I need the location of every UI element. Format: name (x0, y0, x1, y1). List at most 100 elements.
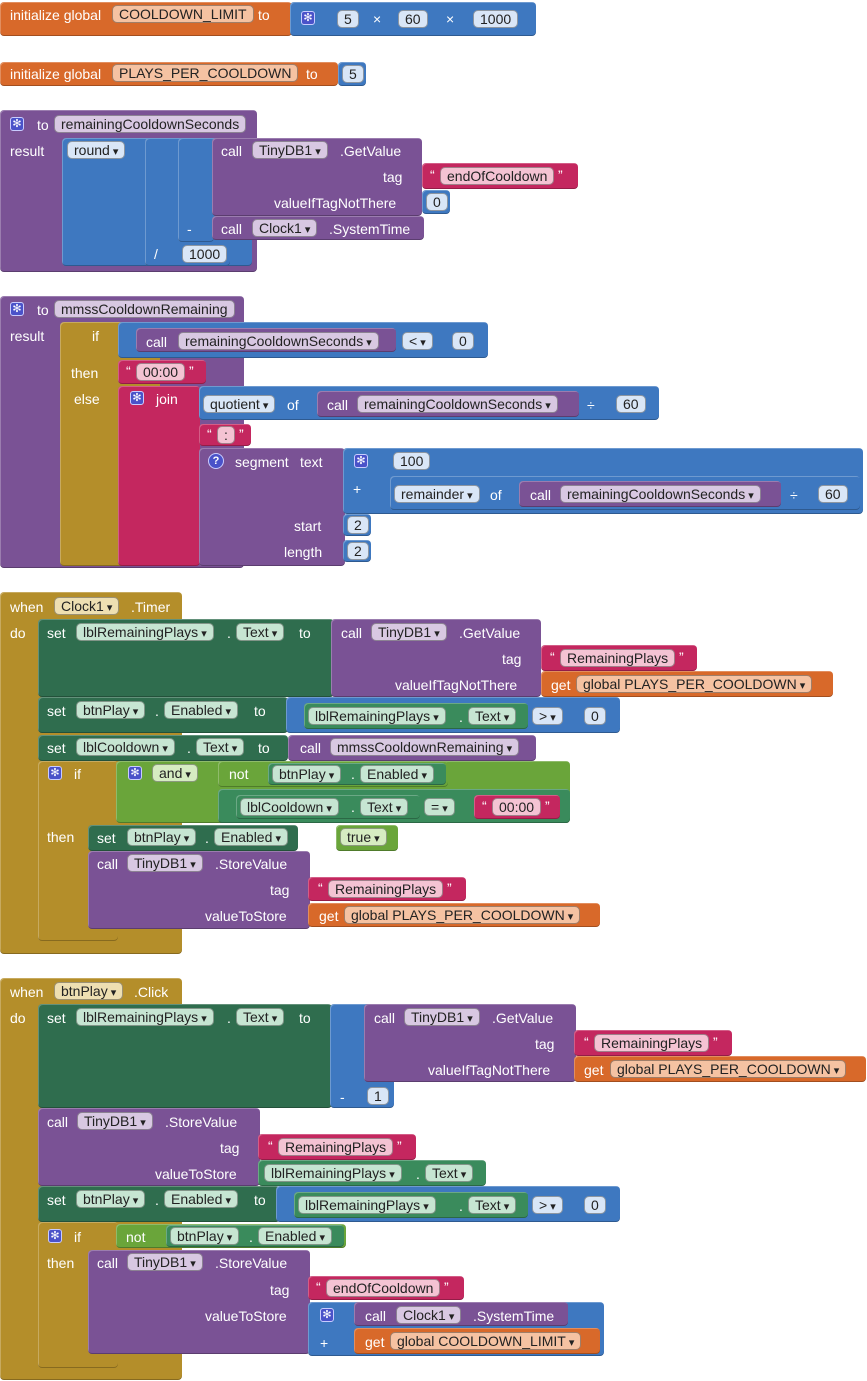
gear-icon[interactable]: ✻ (128, 766, 142, 780)
component-dropdown[interactable]: btnPlay (272, 765, 342, 783)
gear-icon[interactable]: ✻ (354, 454, 368, 468)
param-label: valueIfTagNotThere (274, 195, 397, 211)
text-field[interactable]: endOfCooldown (440, 167, 555, 185)
procedure-name-field[interactable]: remainingCooldownSeconds (54, 115, 247, 133)
component-dropdown[interactable]: Clock1 (54, 597, 120, 615)
text-field[interactable]: RemainingPlays (594, 1034, 710, 1052)
component-dropdown[interactable]: lblRemainingPlays (76, 1008, 214, 1026)
number-5[interactable]: 5 (342, 65, 364, 83)
gear-icon[interactable]: ✻ (48, 766, 62, 780)
text-field[interactable]: : (217, 426, 235, 444)
to-keyword: to (299, 625, 311, 641)
component-dropdown[interactable]: lblCooldown (76, 738, 175, 756)
component-dropdown[interactable]: lblRemainingPlays (76, 623, 214, 641)
number-5[interactable]: 5 (337, 10, 359, 28)
procedure-name-field[interactable]: mmssCooldownRemaining (54, 300, 235, 318)
operator-dropdown[interactable]: > (532, 707, 563, 725)
component-dropdown[interactable]: btnPlay (127, 828, 197, 846)
number-2[interactable]: 2 (347, 542, 369, 560)
number-100[interactable]: 100 (393, 452, 431, 470)
and-dropdown[interactable]: and (152, 764, 198, 782)
component-dropdown[interactable]: TinyDB1 (127, 854, 203, 872)
global-name-field[interactable]: COOLDOWN_LIMIT (112, 5, 254, 23)
component-dropdown[interactable]: Clock1 (252, 219, 318, 237)
remainder-dropdown[interactable]: remainder (394, 485, 480, 503)
component-dropdown[interactable]: lblRemainingPlays (264, 1164, 402, 1182)
property-dropdown[interactable]: Text (360, 798, 409, 816)
property-dropdown[interactable]: Enabled (214, 828, 288, 846)
join-block[interactable] (118, 386, 200, 566)
text-field[interactable]: RemainingPlays (328, 880, 444, 898)
text-field[interactable]: 00:00 (492, 798, 542, 816)
component-dropdown[interactable]: btnPlay (54, 982, 124, 1000)
variable-dropdown[interactable]: global PLAYS_PER_COOLDOWN (610, 1060, 847, 1078)
component-dropdown[interactable]: TinyDB1 (404, 1008, 480, 1026)
global-name-field[interactable]: PLAYS_PER_COOLDOWN (112, 64, 299, 82)
gear-icon[interactable]: ✻ (130, 391, 144, 405)
number-1000[interactable]: 1000 (473, 10, 519, 28)
help-icon[interactable]: ? (208, 453, 224, 469)
component-dropdown[interactable]: TinyDB1 (371, 623, 447, 641)
number-0[interactable]: 0 (452, 332, 474, 350)
property-dropdown[interactable]: Text (468, 1196, 517, 1214)
component-dropdown[interactable]: TinyDB1 (252, 141, 328, 159)
quotient-dropdown[interactable]: quotient (203, 395, 276, 413)
component-dropdown[interactable]: btnPlay (76, 1190, 146, 1208)
text-field[interactable]: endOfCooldown (326, 1279, 441, 1297)
property-dropdown[interactable]: Text (468, 707, 517, 725)
method-name: .StoreValue (215, 856, 288, 872)
gear-icon[interactable]: ✻ (48, 1229, 62, 1243)
text-field[interactable]: RemainingPlays (560, 649, 676, 667)
component-dropdown[interactable]: lblCooldown (240, 798, 339, 816)
property-dropdown[interactable]: Enabled (258, 1227, 332, 1245)
procedure-dropdown[interactable]: remainingCooldownSeconds (178, 332, 379, 350)
number-60[interactable]: 60 (398, 10, 428, 28)
gear-icon[interactable]: ✻ (10, 117, 24, 131)
procedure-dropdown[interactable]: mmssCooldownRemaining (330, 738, 520, 756)
set-btnPlay-enabled[interactable] (38, 1186, 280, 1222)
number-0[interactable]: 0 (584, 1196, 606, 1214)
minus-symbol: - (187, 221, 192, 237)
number-0[interactable]: 0 (426, 193, 448, 211)
variable-dropdown[interactable]: global COOLDOWN_LIMIT (390, 1332, 582, 1350)
property-dropdown[interactable]: Text (425, 1164, 474, 1182)
number-1000[interactable]: 1000 (182, 245, 228, 263)
component-dropdown[interactable]: lblRemainingPlays (308, 707, 446, 725)
round-dropdown[interactable]: round (67, 141, 126, 159)
component-dropdown[interactable]: Clock1 (396, 1306, 462, 1324)
component-dropdown[interactable]: TinyDB1 (127, 1253, 203, 1271)
clock-systemtime-call[interactable] (212, 216, 424, 240)
segment-block[interactable] (199, 448, 345, 566)
component-dropdown[interactable]: btnPlay (76, 701, 146, 719)
number-2[interactable]: 2 (347, 516, 369, 534)
procedure-dropdown[interactable]: remainingCooldownSeconds (357, 395, 558, 413)
operator-dropdown[interactable]: < (402, 332, 433, 350)
boolean-dropdown[interactable]: true (340, 828, 387, 846)
property-dropdown[interactable]: Text (196, 738, 245, 756)
property-dropdown[interactable]: Text (236, 623, 285, 641)
number-1[interactable]: 1 (367, 1087, 389, 1105)
number-0[interactable]: 0 (584, 707, 606, 725)
property-dropdown[interactable]: Enabled (164, 701, 238, 719)
gear-icon[interactable]: ✻ (10, 302, 24, 316)
property-dropdown[interactable]: Text (236, 1008, 285, 1026)
number-60[interactable]: 60 (818, 485, 848, 503)
text-field[interactable]: RemainingPlays (278, 1138, 394, 1156)
subtract-block[interactable] (178, 138, 214, 242)
number-60[interactable]: 60 (616, 395, 646, 413)
component-dropdown[interactable]: btnPlay (170, 1227, 240, 1245)
operator-dropdown[interactable]: = (424, 798, 455, 816)
component-dropdown[interactable]: TinyDB1 (77, 1112, 153, 1130)
text-field[interactable]: 00:00 (136, 363, 186, 381)
property-dropdown[interactable]: Enabled (164, 1190, 238, 1208)
property-dropdown[interactable]: Enabled (360, 765, 434, 783)
component-dropdown[interactable]: lblRemainingPlays (298, 1196, 436, 1214)
gear-icon[interactable]: ✻ (301, 11, 315, 25)
operator-dropdown[interactable]: > (532, 1196, 563, 1214)
procedure-dropdown[interactable]: remainingCooldownSeconds (560, 485, 761, 503)
variable-dropdown[interactable]: global PLAYS_PER_COOLDOWN (576, 675, 813, 693)
gear-icon[interactable]: ✻ (320, 1308, 334, 1322)
divide-symbol: / (154, 246, 158, 262)
variable-dropdown[interactable]: global PLAYS_PER_COOLDOWN (344, 906, 581, 924)
